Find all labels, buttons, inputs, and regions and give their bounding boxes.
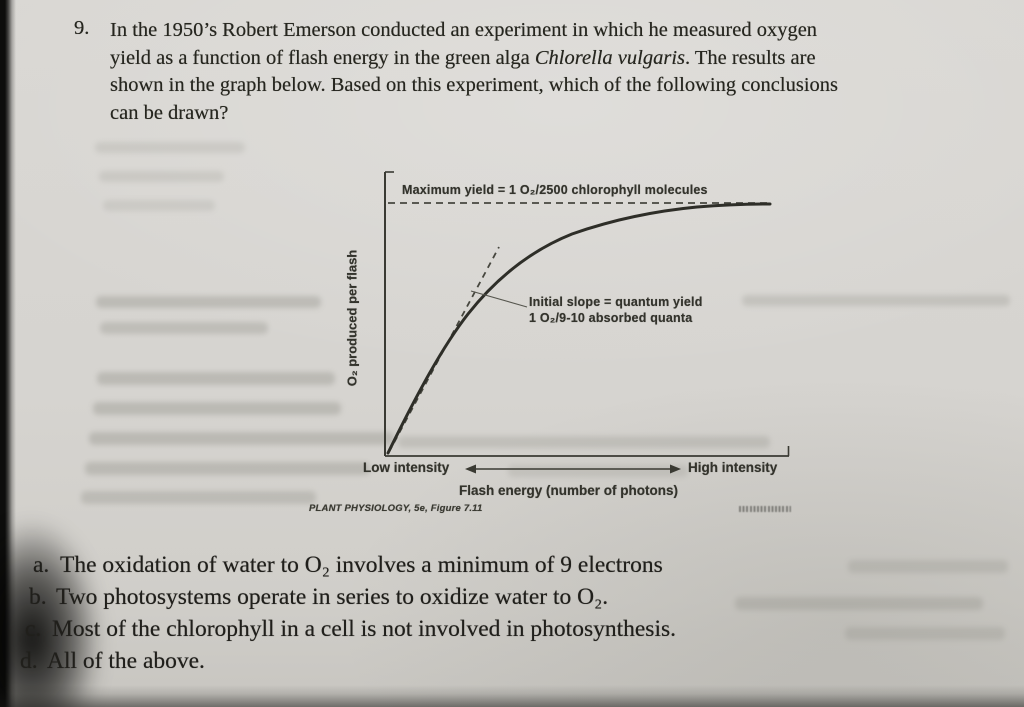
question-line: yield as a function of flash energy in t… — [110, 46, 816, 69]
choice-b: b. Two photosystems operate in series to … — [29, 584, 608, 611]
x-axis-low-label: Low intensity — [363, 460, 450, 475]
question-line: shown in the graph below. Based on this … — [110, 74, 839, 96]
bleed-through-artifact — [845, 627, 1005, 640]
choice-letter: d. — [20, 648, 38, 674]
choice-d: d. All of the above. — [20, 648, 205, 675]
bleed-through-artifact — [848, 560, 1008, 573]
species-name: Chlorella vulgaris — [534, 46, 686, 69]
figure-source-credit: PLANT PHYSIOLOGY, 5e, Figure 7.11 — [309, 503, 483, 514]
yield-curve — [386, 202, 772, 455]
bleed-through-artifact — [93, 402, 341, 415]
bleed-through-artifact — [81, 491, 316, 504]
choice-text: Two photosystems operate in series to ox… — [56, 584, 609, 610]
choice-letter: a. — [33, 552, 50, 578]
copyright-fine-print — [739, 506, 791, 512]
initial-slope-annotation: Initial slope = quantum yield 1 O₂/9-10 … — [529, 295, 703, 325]
bleed-through-artifact — [508, 465, 688, 477]
bleed-through-artifact — [735, 597, 983, 610]
question-line: can be drawn? — [110, 101, 229, 124]
question-text: In the 1950’s Robert Emerson conducted a… — [110, 17, 838, 127]
choice-letter: b. — [29, 584, 47, 610]
bleed-through-artifact — [100, 322, 268, 334]
bleed-through-artifact — [85, 462, 370, 475]
bleed-through-artifact — [742, 295, 1010, 306]
choice-text: All of the above. — [47, 648, 205, 674]
oxygen-yield-graph — [384, 171, 790, 474]
scan-edge-shadow-bottom — [0, 685, 1024, 707]
choice-text: The oxidation of water to O₂ involves a … — [60, 552, 663, 578]
bleed-through-artifact — [99, 171, 224, 182]
choice-text: Most of the chlorophyll in a cell is not… — [52, 616, 677, 642]
choice-c: c. Most of the chlorophyll in a cell is n… — [25, 616, 676, 643]
choice-letter: c. — [25, 616, 42, 642]
bleed-through-artifact — [89, 432, 394, 445]
bleed-through-artifact — [96, 296, 321, 308]
question-number: 9. — [74, 17, 90, 39]
bleed-through-artifact — [95, 142, 245, 153]
bleed-through-artifact — [97, 372, 335, 385]
choice-a: a. The oxidation of water to O₂ involves … — [33, 552, 663, 579]
arrow-left-icon — [465, 464, 476, 474]
question-line: In the 1950’s Robert Emerson conducted a… — [110, 19, 818, 41]
y-axis-label: O₂ produced per flash — [344, 249, 360, 387]
max-yield-annotation: Maximum yield = 1 O₂/2500 chlorophyll mo… — [402, 183, 708, 197]
arrow-right-icon — [670, 464, 681, 474]
x-axis-title: Flash energy (number of photons) — [459, 483, 679, 498]
scan-corner-shadow — [0, 519, 102, 707]
bleed-through-artifact — [398, 436, 770, 448]
x-axis-high-label: High intensity — [688, 460, 778, 475]
bleed-through-artifact — [103, 200, 215, 211]
annotation-pointer-line — [470, 290, 528, 308]
